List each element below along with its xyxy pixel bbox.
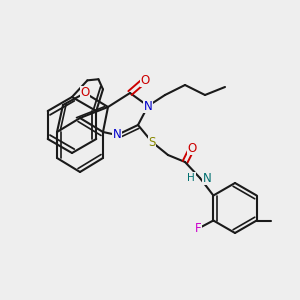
Text: N: N xyxy=(144,100,152,112)
Text: O: O xyxy=(140,74,150,86)
Text: O: O xyxy=(188,142,196,154)
Text: O: O xyxy=(80,86,90,100)
Text: N: N xyxy=(203,172,212,184)
Text: H: H xyxy=(187,173,195,183)
Text: S: S xyxy=(148,136,156,148)
Text: N: N xyxy=(112,128,122,142)
Text: F: F xyxy=(195,222,202,235)
